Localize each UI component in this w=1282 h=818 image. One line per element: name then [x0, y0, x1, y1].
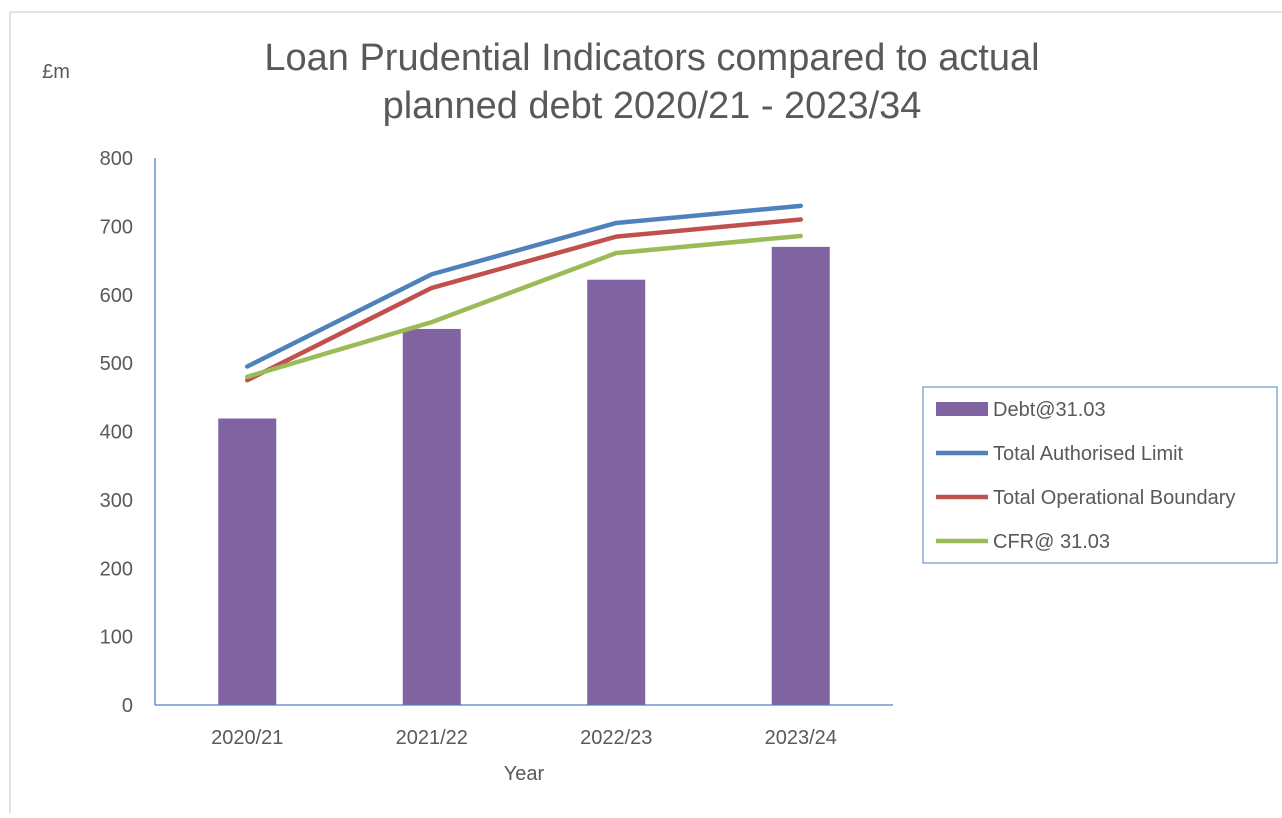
- y-axis-label: £m: [42, 61, 70, 83]
- legend-label-total-authorised-limit: Total Authorised Limit: [993, 443, 1184, 465]
- y-tick-label: 400: [100, 422, 133, 444]
- chart-title-line-1: Loan Prudential Indicators compared to a…: [264, 37, 1039, 79]
- line-series: [245, 203, 803, 383]
- y-tick-label: 800: [100, 148, 133, 170]
- line-total-operational-boundary: [245, 217, 803, 383]
- legend-box: [922, 386, 1278, 564]
- y-tick-label: 700: [100, 216, 133, 238]
- legend: Debt@31.03 Total Authorised Limit Total Op…: [922, 386, 1278, 564]
- legend-label-total-operational-boundary: Total Operational Boundary: [993, 487, 1235, 509]
- y-tick-label: 600: [100, 285, 133, 307]
- legend-label-debt-31-03: Debt@31.03: [993, 399, 1106, 421]
- y-tick-label: 0: [122, 695, 133, 717]
- x-tick-label: 2022/23: [580, 727, 652, 749]
- legend-label-cfr-31-03: CFR@ 31.03: [993, 531, 1110, 553]
- bar-2020-21: [218, 418, 277, 705]
- legend-items: Debt@31.03 Total Authorised Limit Total Op…: [936, 399, 1235, 553]
- x-tick-label: 2023/24: [765, 727, 837, 749]
- line-total-authorised-limit: [245, 203, 803, 369]
- chart-title-line-2: planned debt 2020/21 - 2023/34: [383, 85, 922, 127]
- axes: [154, 158, 893, 706]
- x-tick-labels: 2020/21 2021/22 2022/23 2023/24: [211, 727, 837, 749]
- y-tick-label: 200: [100, 558, 133, 580]
- y-tick-label: 300: [100, 490, 133, 512]
- y-tick-label: 500: [100, 353, 133, 375]
- legend-swatch-debt-31-03: [936, 402, 988, 416]
- line-cfr-31-03: [245, 233, 803, 380]
- y-tick-labels: 0 100 200 300 400 500 600 700 800: [100, 148, 133, 717]
- x-axis-label: Year: [504, 763, 545, 785]
- bar-series: [218, 246, 830, 705]
- x-tick-label: 2020/21: [211, 727, 283, 749]
- bar-2023-24: [771, 246, 830, 705]
- bar-2021-22: [402, 328, 461, 705]
- x-tick-label: 2021/22: [396, 727, 468, 749]
- bar-2022-23: [587, 279, 646, 705]
- y-tick-label: 100: [100, 627, 133, 649]
